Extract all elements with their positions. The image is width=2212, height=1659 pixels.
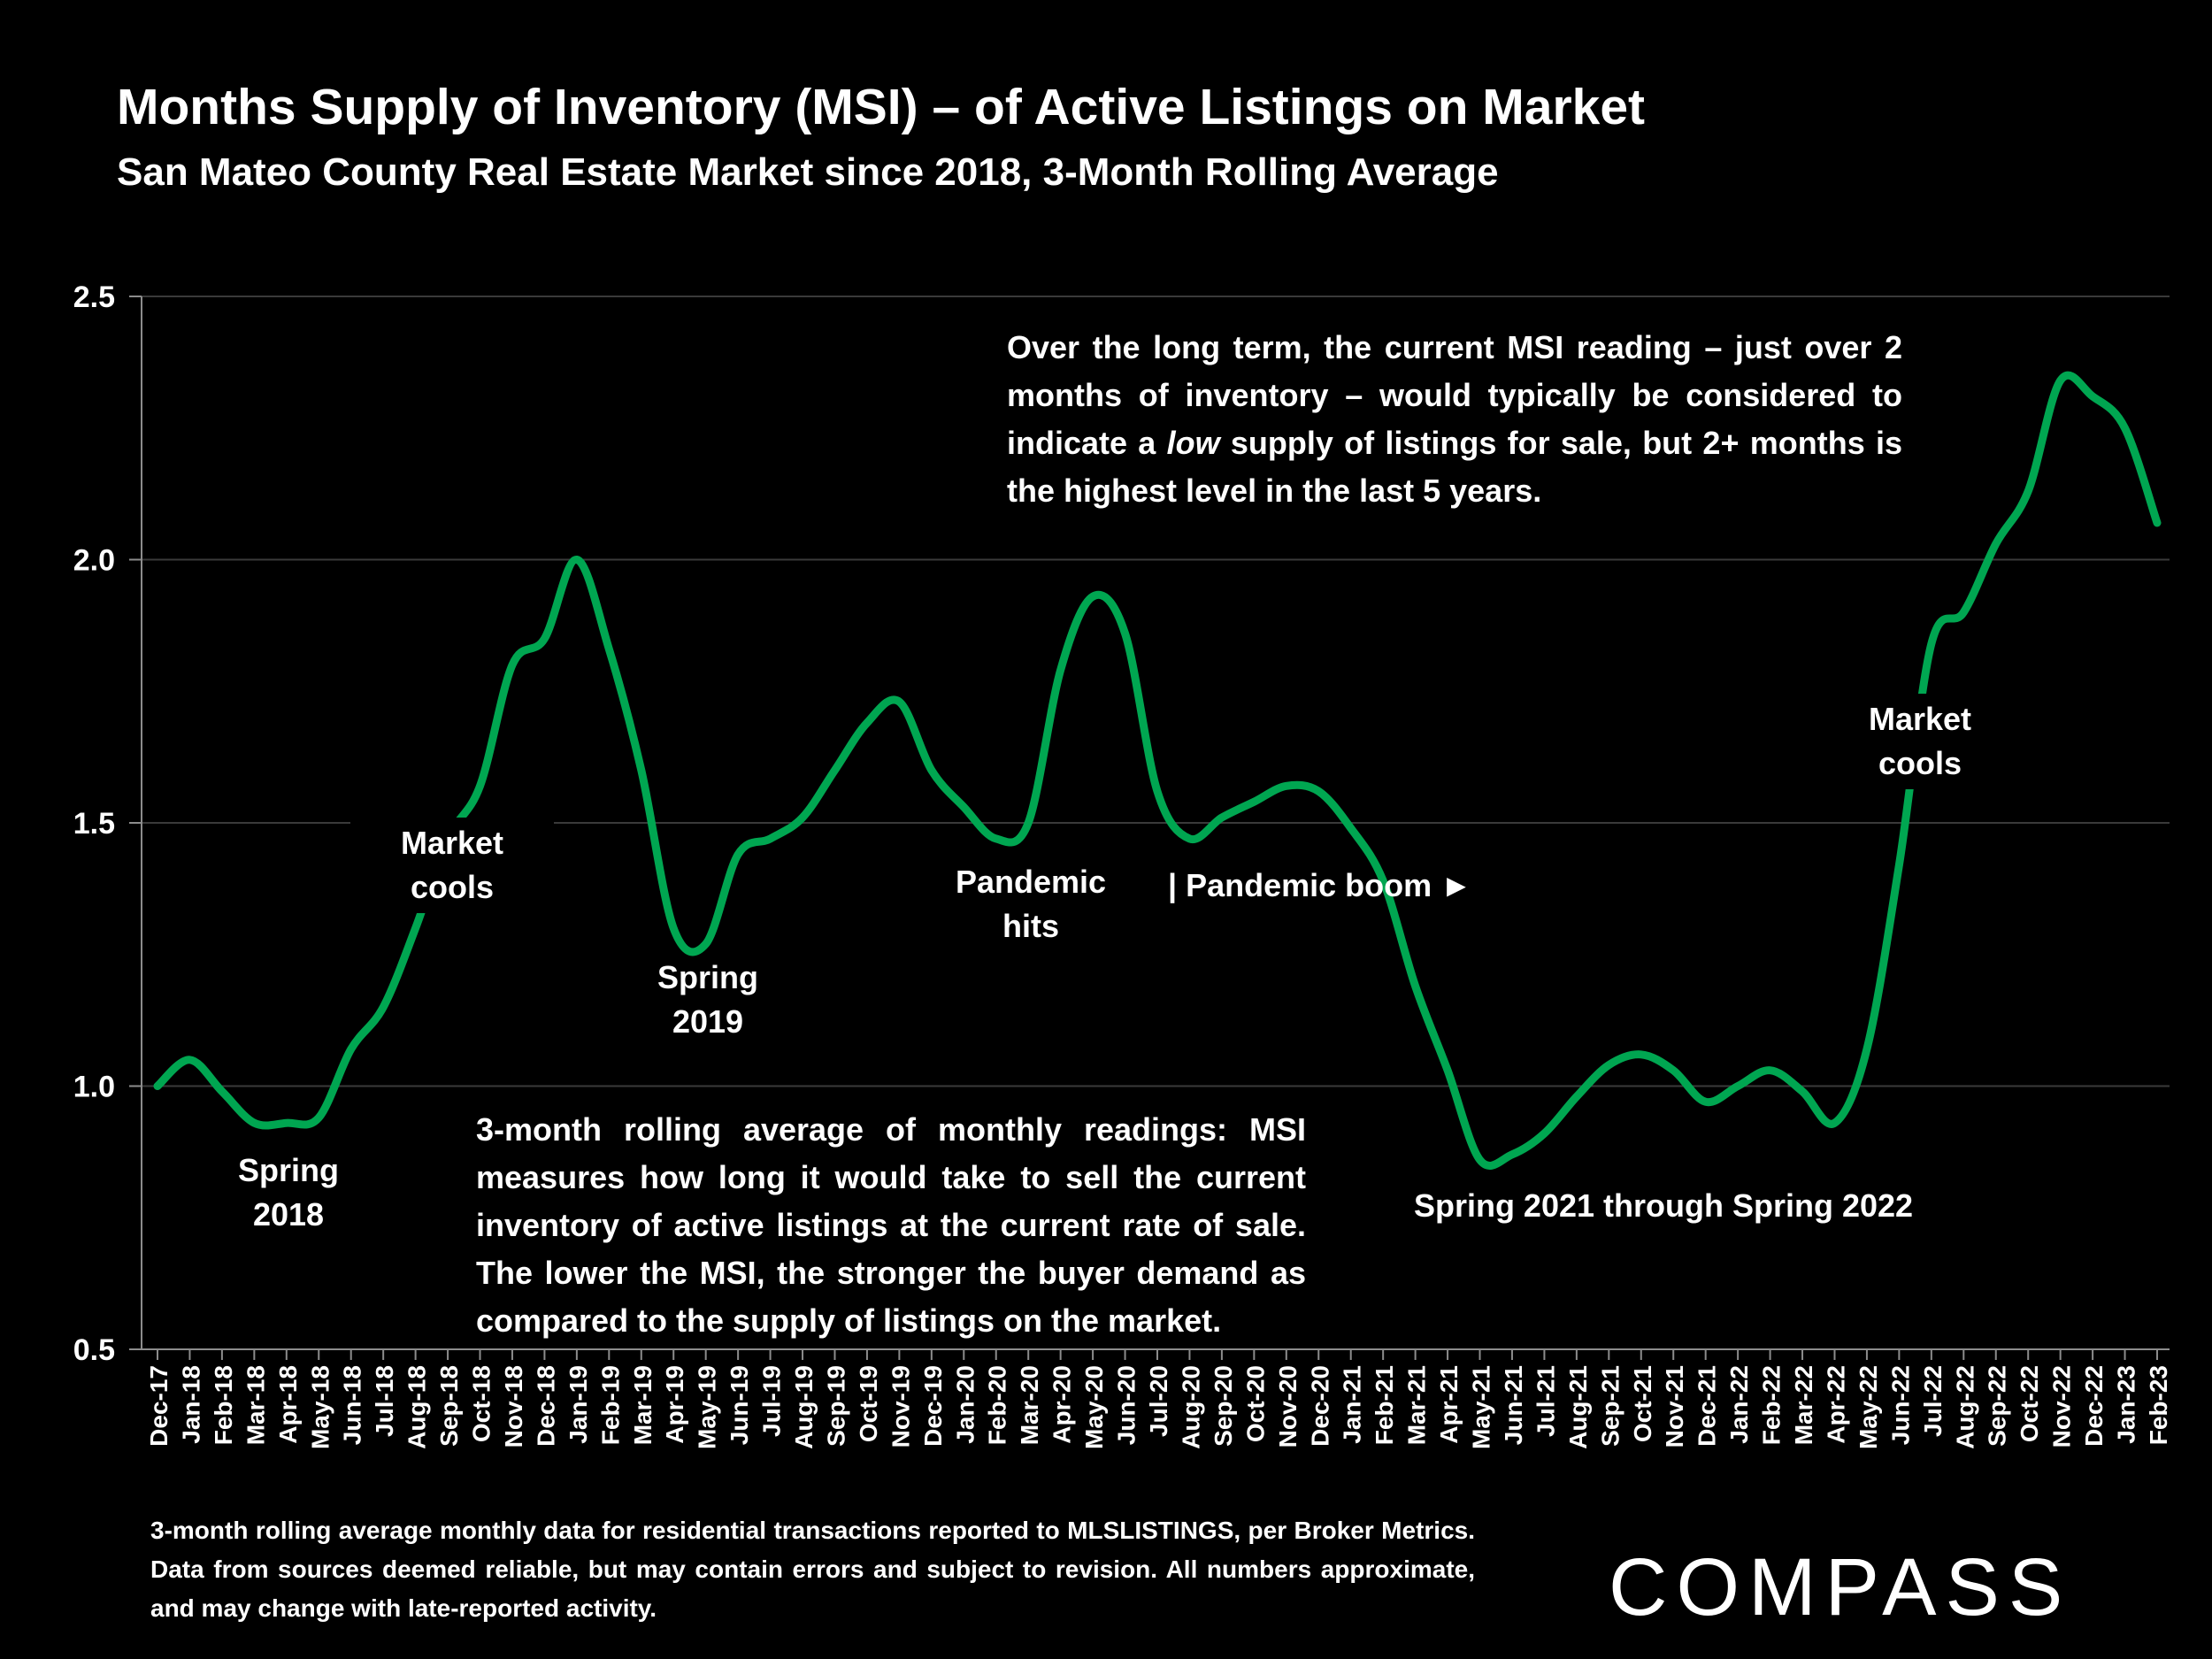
x-tick-label: Jun-20	[1113, 1365, 1141, 1445]
annotation-market-cools-2018: Market cools	[350, 818, 554, 913]
x-tick-label: Oct-21	[1629, 1365, 1656, 1442]
x-tick-label: Nov-22	[2048, 1365, 2076, 1448]
x-tick-label: Oct-20	[1241, 1365, 1269, 1442]
x-tick-label: Jul-21	[1532, 1365, 1559, 1437]
x-tick-label: Apr-20	[1048, 1365, 1076, 1444]
x-tick-label: Apr-22	[1822, 1365, 1849, 1444]
x-tick-label: Aug-20	[1177, 1365, 1204, 1449]
x-tick-label: Feb-20	[984, 1365, 1011, 1445]
x-tick-label: Jul-20	[1145, 1365, 1172, 1437]
x-tick-label: Jul-19	[758, 1365, 786, 1437]
x-tick-label: Mar-19	[629, 1365, 657, 1445]
x-tick-label: Sep-19	[822, 1365, 849, 1447]
x-tick-label: Aug-19	[790, 1365, 818, 1449]
x-tick-labels: Dec-17 Jan-18 Feb-18 Mar-18 Apr-18 May-18 Jun-…	[145, 1365, 2172, 1449]
data-series	[153, 371, 2162, 1170]
x-tick-label: Jun-22	[1886, 1365, 1914, 1445]
x-tick-label: Nov-20	[1274, 1365, 1302, 1448]
x-tick-label: Feb-22	[1758, 1365, 1786, 1445]
x-tick-label: Dec-19	[919, 1365, 947, 1447]
msi-series-line	[153, 371, 2162, 1170]
x-tick-label: Dec-22	[2080, 1365, 2108, 1447]
x-tick-label: Jan-20	[951, 1365, 979, 1444]
x-tick-label: Jun-19	[726, 1365, 753, 1445]
y-tick-labels: 0.5 1.0 1.5 2.0 2.5	[73, 280, 115, 1367]
x-tick-label: Mar-22	[1790, 1365, 1817, 1445]
x-tick-label: Sep-18	[435, 1365, 463, 1447]
x-tick-label: Jul-22	[1919, 1365, 1947, 1437]
annotation-pandemic-hits: Pandemic hits	[955, 864, 1107, 944]
x-tick-label: May-20	[1080, 1365, 1108, 1449]
y-tick-label: 0.5	[73, 1333, 115, 1367]
x-tick-label: Jun-18	[339, 1365, 366, 1445]
y-tick-label: 1.0	[73, 1071, 115, 1104]
x-tick-label: Aug-22	[1951, 1365, 1978, 1449]
logo-text: COMPASS	[1609, 1542, 2069, 1632]
x-tick-label: Dec-17	[145, 1365, 173, 1447]
x-tick-label: Nov-21	[1661, 1365, 1688, 1448]
x-tick-label: Oct-18	[468, 1365, 495, 1442]
x-tick-label: Sep-22	[1984, 1365, 2011, 1447]
x-tick-label: Oct-19	[855, 1365, 882, 1442]
x-tick-label: Mar-20	[1016, 1365, 1043, 1445]
x-tick-label: May-18	[306, 1365, 334, 1449]
x-tick-label: Apr-18	[274, 1365, 302, 1444]
msi-explanation-note: 3-month rolling average of monthly readi…	[476, 1111, 1306, 1339]
gridlines	[142, 296, 2170, 1087]
x-tick-label: Aug-18	[403, 1365, 431, 1449]
x-tick-label: Mar-21	[1403, 1365, 1431, 1445]
x-tick-label: Jul-18	[371, 1365, 398, 1437]
x-tick-label: Nov-19	[887, 1365, 914, 1448]
axes	[129, 296, 2170, 1360]
x-tick-label: Jan-23	[2113, 1365, 2140, 1444]
annotation-market-cools-2022: Market cools	[1823, 694, 2017, 789]
x-tick-label: Jan-18	[177, 1365, 204, 1444]
annotation-spring-2021-2022: Spring 2021 through Spring 2022	[1413, 1187, 1914, 1224]
source-footnote: 3-month rolling average monthly data for…	[150, 1517, 1475, 1622]
x-tick-label: Feb-18	[210, 1365, 237, 1445]
x-tick-label: Apr-19	[661, 1365, 688, 1444]
x-tick-label: Oct-22	[2016, 1365, 2043, 1442]
annotation-spring-2019: Spring 2019	[657, 959, 758, 1040]
x-tick-label: Sep-20	[1210, 1365, 1237, 1447]
x-tick-label: May-22	[1855, 1365, 1882, 1449]
x-tick-label: Nov-18	[500, 1365, 527, 1448]
x-tick-label: Jun-21	[1500, 1365, 1527, 1445]
y-tick-label: 1.5	[73, 807, 115, 841]
x-tick-label: May-21	[1468, 1365, 1495, 1449]
y-tick-label: 2.5	[73, 280, 115, 314]
x-tick-label: Jan-22	[1725, 1365, 1753, 1444]
compass-logo: COMPASS	[1609, 1540, 2069, 1641]
x-tick-label: Feb-23	[2145, 1365, 2172, 1445]
annotation-spring-2018: Spring 2018	[238, 1152, 339, 1233]
long-term-note: Over the long term, the current MSI read…	[1007, 329, 1902, 509]
y-tick-label: 2.0	[73, 544, 115, 578]
x-tick-label: Apr-21	[1435, 1365, 1463, 1444]
x-tick-label: Dec-18	[532, 1365, 559, 1447]
x-tick-label: Dec-21	[1694, 1365, 1721, 1447]
x-tick-label: May-19	[694, 1365, 721, 1449]
x-tick-label: Feb-21	[1371, 1365, 1398, 1445]
x-tick-label: Aug-21	[1564, 1365, 1592, 1449]
chart-subtitle: San Mateo County Real Estate Market sinc…	[117, 150, 1499, 194]
x-tick-label: Jan-21	[1339, 1365, 1366, 1444]
x-tick-label: Jan-19	[565, 1365, 592, 1444]
x-tick-label: Dec-20	[1306, 1365, 1333, 1447]
x-tick-label: Feb-19	[596, 1365, 624, 1445]
chart-title: Months Supply of Inventory (MSI) – of Ac…	[117, 79, 1646, 135]
x-tick-label: Sep-21	[1596, 1365, 1624, 1447]
annotation-pandemic-boom: | Pandemic boom ►	[1168, 867, 1472, 903]
x-tick-label: Mar-18	[242, 1365, 269, 1445]
